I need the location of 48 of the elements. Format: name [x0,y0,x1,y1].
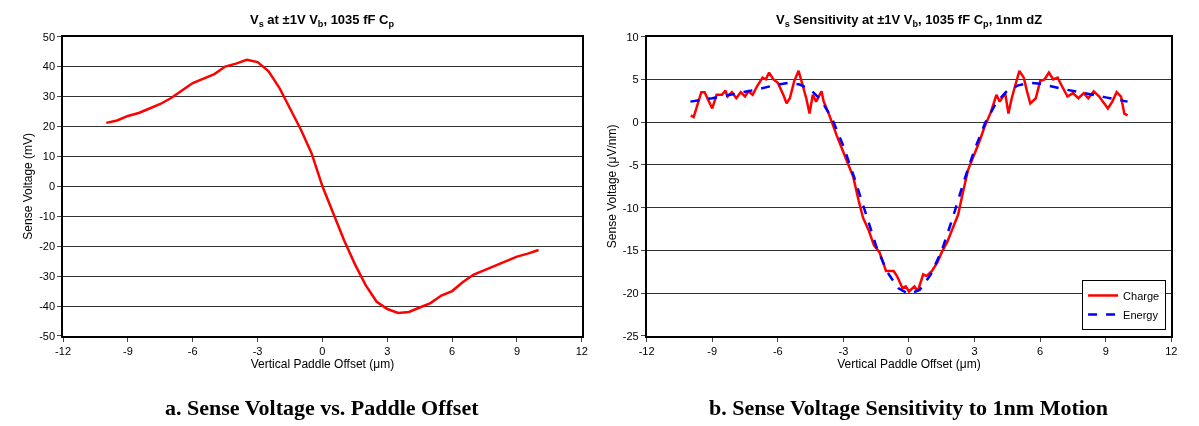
legend-label: Charge [1123,289,1160,302]
y-tick-label: -40 [39,299,56,312]
line-series [105,58,540,315]
y-tick-label: -15 [622,244,639,257]
y-tick-label: -10 [622,201,639,214]
y-tick-label: 5 [632,73,639,86]
y-tick-label: 10 [626,30,639,43]
x-tick-label: 6 [449,344,456,357]
y-tick-label: -50 [39,329,56,342]
x-tick-label: 0 [905,344,913,357]
y-tick-label: 30 [42,90,56,103]
y-tick-label: 0 [48,180,56,193]
x-tick-label: 0 [319,344,326,357]
x-axis-title: Vertical Paddle Offset (μm) [837,357,981,372]
x-tick-label: -3 [838,344,849,357]
chart-title: V$_{s}$ Sensitivity at ±1V V$_{b}$, 1035 fF C$_{p}$, 1nm dZ [776,12,1043,29]
y-tick-label: 20 [42,120,56,133]
x-axis-title: Vertical Paddle Offset (μm) [250,357,395,372]
x-tick-label: -12 [638,344,655,357]
y-tick-label: -5 [628,158,639,171]
x-tick-label: -3 [252,344,263,357]
x-tick-label: 9 [513,344,521,357]
y-axis-title: Sense Voltage (mV) [21,132,35,240]
x-tick-label: 6 [1037,344,1044,357]
y-tick-label: 50 [42,30,56,43]
x-tick-label: 12 [575,344,588,357]
y-tick-label: 0 [632,116,639,129]
text: a. Sense Voltage vs. Paddle Offset [165,395,480,420]
y-tick-label: -20 [39,240,56,253]
chart-title: V$_{s}$ at ±1V V$_{b}$, 1035 fF C$_{p}$ [250,12,395,29]
y-axis-title: Sense Voltage (μV/nm) [604,124,619,249]
x-tick-label: -6 [187,344,198,357]
legend-label: Energy [1123,308,1159,321]
x-tick-label: 3 [971,344,978,357]
text: b. Sense Voltage Sensitivity to 1nm Motion [709,395,1109,420]
x-tick-label: 3 [384,344,391,357]
x-tick-label: -12 [55,344,72,357]
x-tick-label: 9 [1102,344,1109,357]
y-tick-label: -20 [622,287,639,300]
y-tick-label: -30 [39,269,56,282]
x-tick-label: -9 [707,344,718,357]
x-tick-label: -9 [123,344,133,357]
x-tick-label: 12 [1165,344,1178,357]
x-tick-label: -6 [772,344,783,357]
y-tick-label: 10 [42,150,56,163]
y-tick-label: 40 [42,60,56,73]
y-tick-label: -10 [39,210,56,223]
y-tick-label: -25 [622,329,639,342]
